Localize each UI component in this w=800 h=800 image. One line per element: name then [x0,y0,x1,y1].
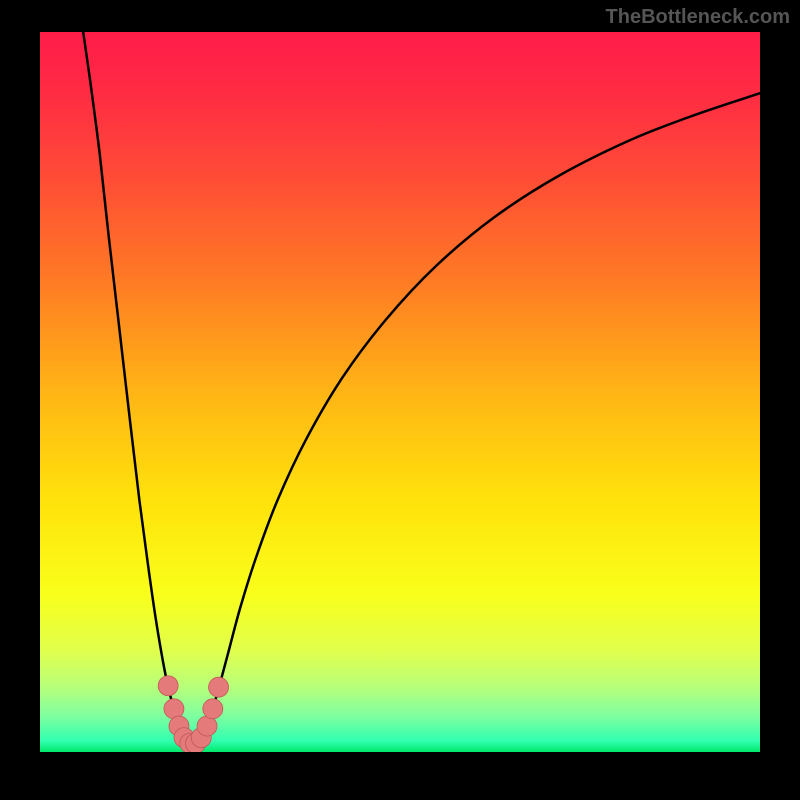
heatmap-background [40,32,760,752]
bottleneck-chart [0,0,800,800]
valley-dot [203,699,223,719]
valley-dot [164,699,184,719]
watermark-text: TheBottleneck.com [606,6,790,29]
chart-root: TheBottleneck.com [0,0,800,800]
valley-dot [158,676,178,696]
valley-dot [209,677,229,697]
